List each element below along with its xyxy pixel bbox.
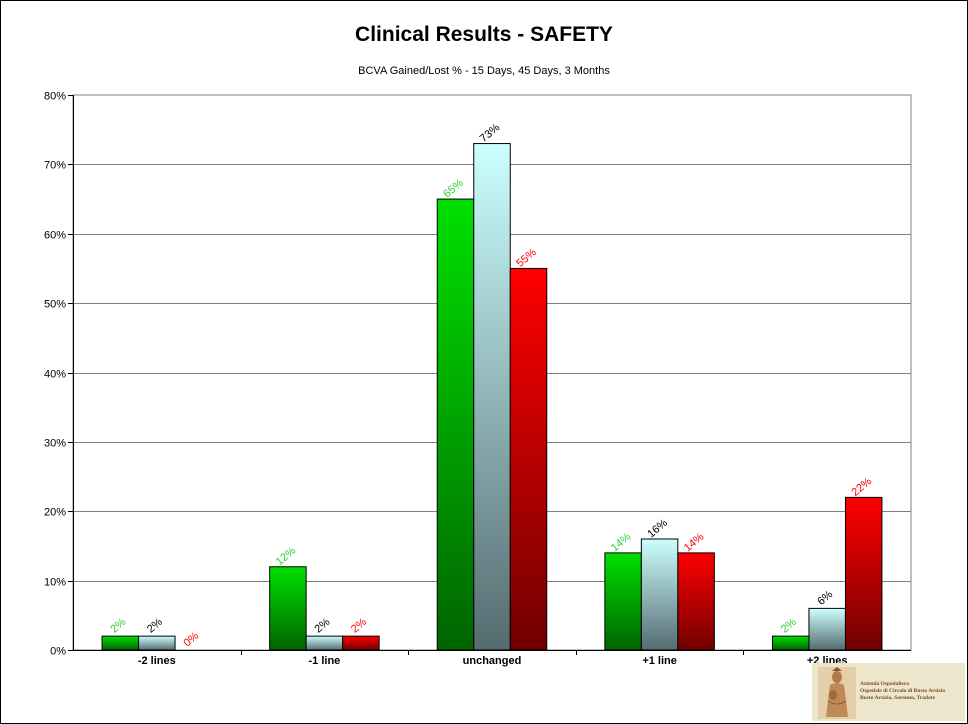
y-tick-label: 60%	[44, 230, 66, 242]
data-label: 2%	[349, 616, 369, 636]
x-tick-label: unchanged	[463, 655, 522, 667]
bar	[509, 267, 548, 651]
chart-subtitle: BCVA Gained/Lost % - 15 Days, 45 Days, 3…	[358, 65, 610, 77]
data-label: 2%	[313, 616, 333, 636]
data-label: 6%	[815, 588, 835, 608]
bar	[473, 143, 511, 651]
y-tick-label: 10%	[44, 577, 66, 589]
data-label: 16%	[645, 517, 670, 540]
bar	[640, 538, 679, 651]
bar	[305, 635, 344, 651]
y-tick-label: 50%	[44, 299, 66, 311]
bar	[101, 635, 140, 651]
bar	[342, 635, 380, 651]
hospital-logo: Azienda Ospedaliera Ospedale di Circolo …	[812, 663, 965, 721]
chart-title: Clinical Results - SAFETY	[355, 23, 613, 46]
logo-line: Ospedale di Circolo di Busto Arsizio	[860, 688, 946, 694]
data-label: 2%	[108, 616, 128, 636]
bar	[808, 607, 846, 651]
data-label: 22%	[849, 475, 874, 498]
data-label: 65%	[441, 177, 466, 200]
data-label: 73%	[478, 121, 503, 144]
y-tick-label: 70%	[44, 160, 66, 172]
data-label: 2%	[779, 616, 799, 636]
madonna-seal-icon	[818, 667, 856, 719]
logo-text: Azienda Ospedaliera Ospedale di Circolo …	[860, 681, 964, 702]
data-label: 14%	[609, 531, 634, 554]
y-tick-label: 40%	[44, 369, 66, 381]
x-tick-label: +1 line	[642, 655, 677, 667]
x-tick-label: -2 lines	[138, 655, 176, 667]
y-tick-label: 80%	[44, 91, 66, 103]
bar	[138, 635, 176, 651]
bar	[677, 552, 715, 651]
data-label: 2%	[145, 616, 165, 636]
data-label: 55%	[514, 246, 539, 269]
axes: 0% 10% 20% 30% 40% 50% 60% 70% 80% -2 lines -1 lin…	[44, 91, 911, 667]
y-tick-label: 0%	[50, 646, 66, 658]
data-label: 12%	[274, 545, 299, 568]
bar	[269, 566, 307, 651]
y-tick-label: 30%	[44, 438, 66, 450]
data-label: 14%	[682, 531, 707, 554]
data-label: 0%	[181, 630, 201, 650]
bar	[771, 635, 810, 651]
bars	[101, 143, 883, 651]
logo-line: Busto Arsizio, Saronno, Tradate	[860, 695, 936, 701]
bar	[604, 552, 642, 651]
x-tick-label: -1 line	[309, 655, 341, 667]
y-tick-label: 20%	[44, 507, 66, 519]
logo-line: Azienda Ospedaliera	[860, 681, 910, 687]
bar	[844, 496, 883, 651]
bar	[436, 198, 475, 651]
